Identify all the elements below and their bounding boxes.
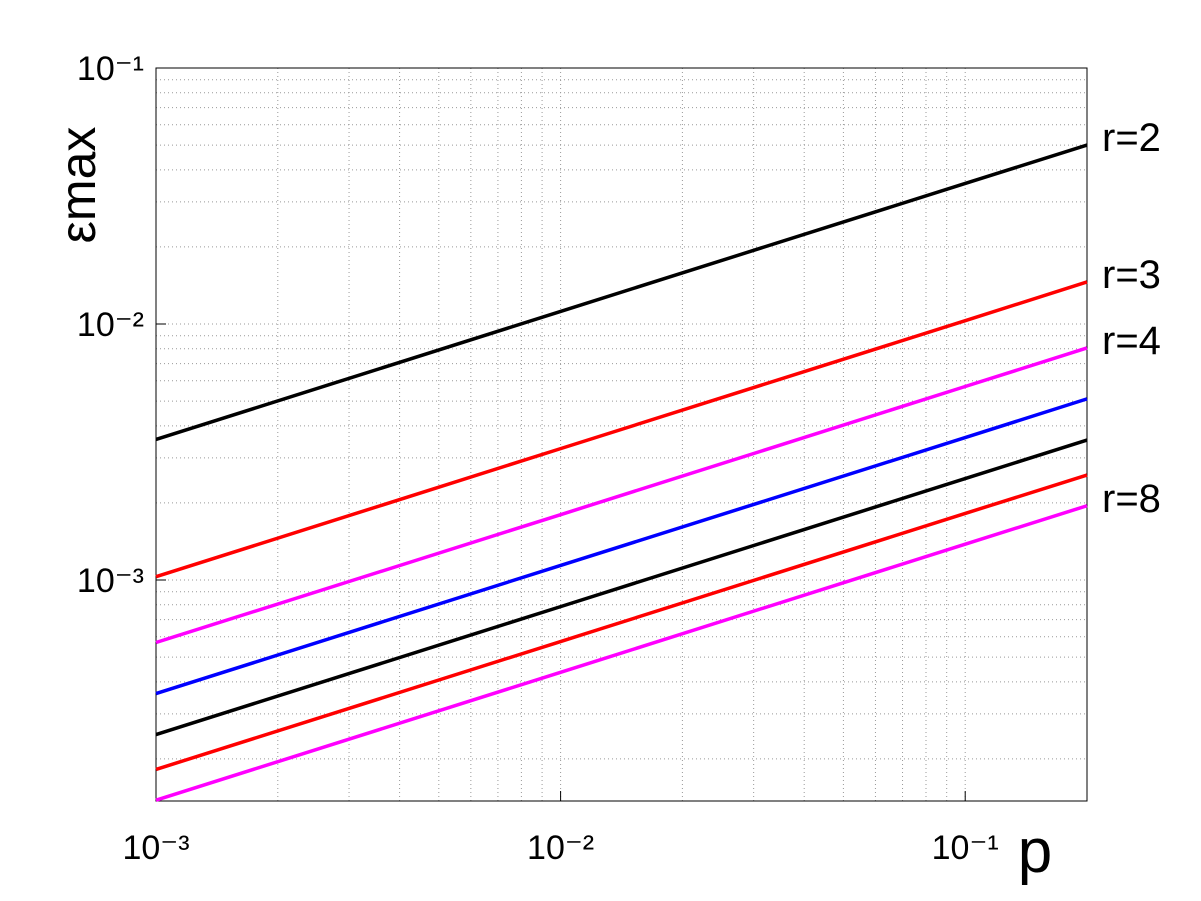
x-tick-label: 10⁻²	[527, 829, 594, 867]
plot-frame	[155, 67, 1088, 802]
y-tick-label: 10⁻³	[77, 562, 144, 600]
series-line	[155, 280, 1088, 579]
line-label: r=8	[1102, 477, 1161, 521]
series-line	[155, 438, 1088, 737]
y-tick-label: 10⁻²	[77, 306, 144, 344]
series-line	[155, 397, 1088, 696]
series-line	[155, 143, 1088, 442]
series-line	[155, 504, 1088, 802]
series-line	[155, 346, 1088, 645]
line-label: r=4	[1102, 319, 1161, 363]
x-axis-label: p	[1018, 817, 1052, 886]
x-tick-label: 10⁻¹	[932, 829, 999, 867]
y-tick-label: 10⁻¹	[77, 50, 144, 88]
y-axis-label: εmax	[50, 127, 106, 244]
line-label: r=2	[1102, 116, 1161, 160]
line-label: r=3	[1102, 253, 1161, 297]
x-tick-label: 10⁻³	[122, 829, 189, 867]
series-line	[155, 473, 1088, 772]
